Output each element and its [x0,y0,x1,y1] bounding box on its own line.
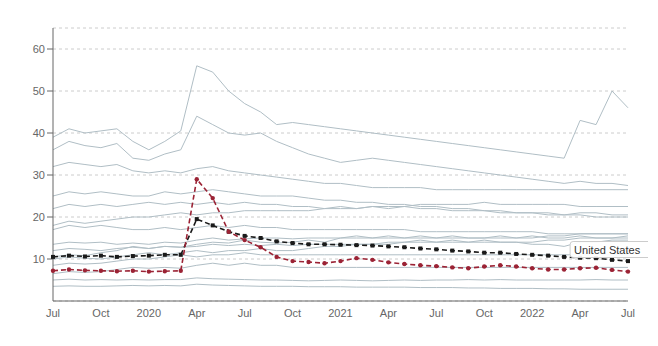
svg-text:Jul: Jul [621,307,635,319]
svg-text:30: 30 [33,169,45,181]
svg-text:2021: 2021 [328,307,352,319]
svg-text:Jul: Jul [238,307,252,319]
svg-text:60: 60 [33,43,45,55]
svg-text:2020: 2020 [137,307,161,319]
svg-text:Oct: Oct [92,307,109,319]
svg-text:2022: 2022 [520,307,544,319]
svg-text:Oct: Oct [284,307,301,319]
svg-text:Jul: Jul [429,307,443,319]
svg-text:10: 10 [33,253,45,265]
svg-text:Oct: Oct [476,307,493,319]
svg-text:Apr: Apr [188,307,205,319]
svg-text:United States: United States [574,244,641,256]
svg-text:20: 20 [33,211,45,223]
svg-text:Apr: Apr [380,307,397,319]
svg-text:Apr: Apr [572,307,589,319]
svg-text:50: 50 [33,85,45,97]
svg-text:Jul: Jul [46,307,60,319]
svg-text:40: 40 [33,127,45,139]
